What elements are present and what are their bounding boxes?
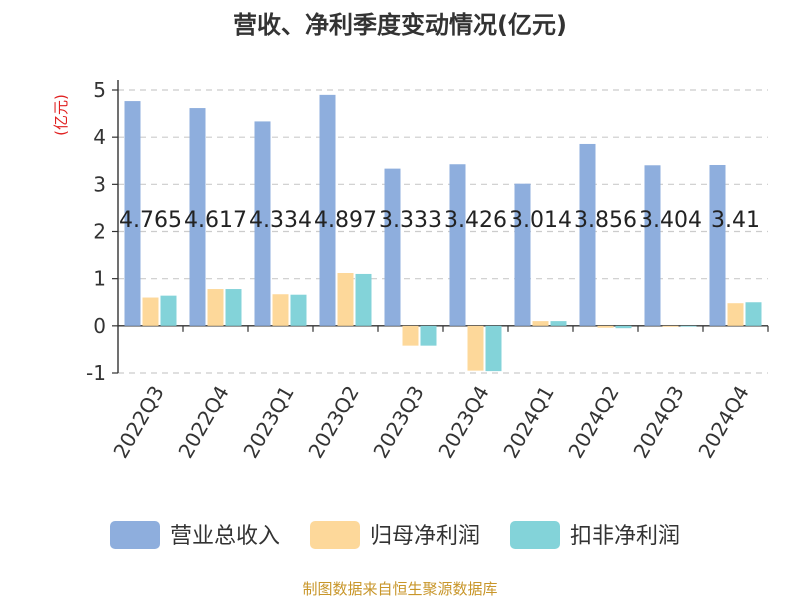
x-tick-label: 2024Q4 <box>693 382 753 463</box>
y-tick-label: 3 <box>93 172 106 196</box>
bar <box>337 273 354 326</box>
bar <box>597 325 614 328</box>
x-tick-label: 2022Q4 <box>173 382 233 463</box>
bar <box>402 325 419 346</box>
data-label: 3.014 <box>509 208 572 233</box>
bar <box>644 165 661 326</box>
bar <box>579 143 596 326</box>
bar <box>207 289 224 326</box>
source-note: 制图数据来自恒生聚源数据库 <box>302 580 497 598</box>
legend: 营业总收入 归母净利润 扣非净利润 <box>110 521 680 549</box>
legend-label: 扣非净利润 <box>570 524 680 549</box>
y-tick-label: -1 <box>86 361 106 385</box>
bar <box>680 325 697 327</box>
legend-swatch <box>110 521 160 549</box>
bars <box>124 94 762 372</box>
x-tick-label: 2022Q3 <box>108 382 168 463</box>
data-label: 4.897 <box>314 208 377 233</box>
data-labels: 4.765 4.617 4.334 4.897 3.333 3.426 3.014 3.856… <box>119 208 760 233</box>
bar <box>355 273 372 326</box>
bar <box>709 164 726 326</box>
data-label: 4.617 <box>184 208 247 233</box>
x-tick-label: 2024Q3 <box>628 382 688 463</box>
data-label: 3.41 <box>711 208 760 233</box>
bar <box>467 325 484 371</box>
data-label: 3.426 <box>444 208 507 233</box>
x-tick-label: 2023Q3 <box>368 382 428 463</box>
bar <box>384 168 401 326</box>
bar <box>615 325 632 329</box>
bar <box>319 94 336 326</box>
bar <box>532 321 549 326</box>
y-tick-label: 0 <box>93 314 106 338</box>
legend-swatch <box>310 521 360 549</box>
bar <box>420 325 437 346</box>
y-axis-label: (亿元) <box>52 94 70 136</box>
bar <box>124 101 141 326</box>
bar <box>225 289 242 326</box>
x-tick-label: 2024Q2 <box>563 382 623 463</box>
x-tick-label: 2023Q2 <box>303 382 363 463</box>
bar <box>142 297 159 326</box>
bar <box>272 294 289 326</box>
bar <box>745 302 762 326</box>
y-tick-label: 1 <box>93 267 106 291</box>
data-label: 4.334 <box>249 208 312 233</box>
data-label: 4.765 <box>119 208 182 233</box>
x-tick-label: 2024Q1 <box>498 382 558 463</box>
data-label: 3.404 <box>639 208 702 233</box>
y-tick-label: 4 <box>93 125 106 149</box>
bar <box>449 164 466 326</box>
y-tick-label: 5 <box>93 78 106 102</box>
data-label: 3.856 <box>574 208 637 233</box>
x-tick-label: 2023Q1 <box>238 382 298 463</box>
bar <box>189 108 206 326</box>
bar <box>662 325 679 327</box>
bar <box>254 121 271 326</box>
chart-title: 营收、净利季度变动情况(亿元) <box>233 11 567 39</box>
data-label: 3.333 <box>379 208 442 233</box>
legend-label: 归母净利润 <box>370 524 480 549</box>
x-tick-label: 2023Q4 <box>433 382 493 463</box>
bar <box>160 295 177 326</box>
bar <box>290 294 307 326</box>
legend-label: 营业总收入 <box>170 524 280 549</box>
y-tick-label: 2 <box>93 220 106 244</box>
bar <box>514 183 531 326</box>
legend-swatch <box>510 521 560 549</box>
bar <box>550 321 567 326</box>
bar <box>485 325 502 372</box>
bar <box>727 303 744 326</box>
